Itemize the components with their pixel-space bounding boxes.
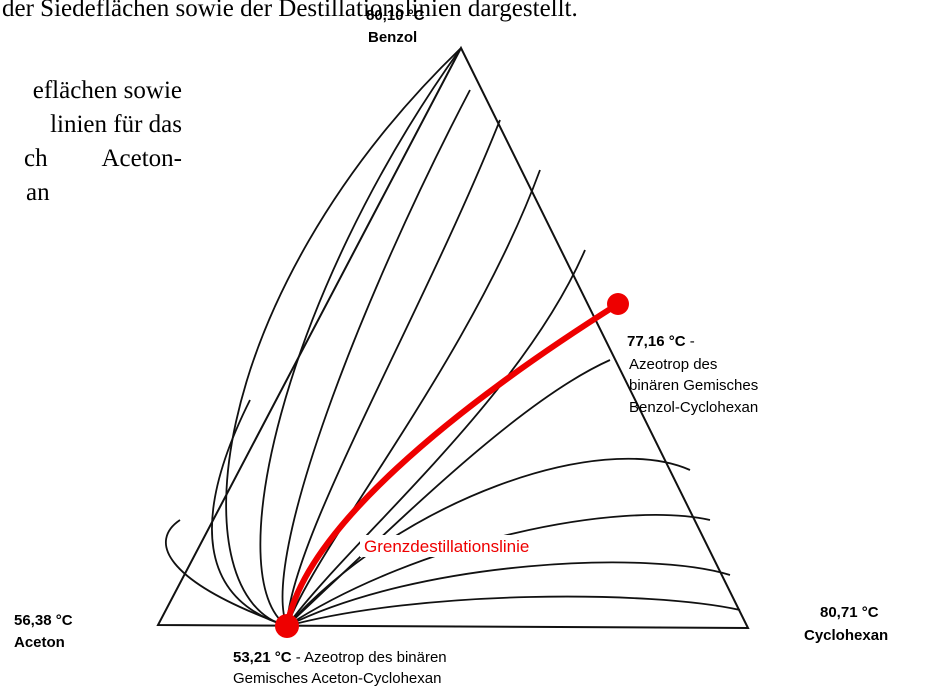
curve — [165, 519, 288, 627]
curve — [225, 47, 462, 627]
azeotrope-temperature: 53,21 °C — [233, 649, 292, 666]
azeotrope-text: Gemisches Aceton-Cyclohexan — [233, 670, 441, 687]
side-text: ch — [24, 145, 48, 172]
azeotrope-label: 53,21 °C - Azeotrop des binären — [233, 649, 447, 666]
side-text: eflächen sowie — [33, 77, 182, 104]
curve — [286, 359, 611, 627]
separator: - Azeotrop des binären — [292, 649, 447, 666]
curve — [286, 249, 586, 627]
vertex-name: Cyclohexan — [804, 627, 888, 644]
azeotrope-text: Azeotrop des — [629, 356, 717, 373]
header-text: der Siedeflächen sowie der Destillations… — [2, 0, 578, 22]
label-bg — [360, 535, 608, 557]
separator: - — [686, 333, 695, 350]
azeotrope-label: 77,16 °C - — [627, 333, 695, 350]
azeotrope-text: binären Gemisches — [629, 377, 758, 394]
triangle — [156, 45, 750, 630]
curve — [286, 457, 691, 627]
vertex-temperature: 80,10 °C — [366, 7, 425, 24]
vertex-temperature: 56,38 °C — [14, 612, 73, 629]
boundary-label: Grenzdestillationslinie — [364, 537, 529, 556]
curve — [286, 169, 541, 627]
curve — [211, 399, 288, 627]
curve — [286, 561, 731, 627]
side-text: Aceton- — [101, 145, 182, 172]
curve — [286, 514, 711, 627]
vertex-temperature: 80,71 °C — [820, 604, 879, 621]
residue-curves — [156, 45, 750, 630]
curve — [281, 89, 471, 627]
vertex-name: Benzol — [368, 29, 417, 46]
curve — [286, 595, 741, 627]
side-text: an — [26, 179, 50, 206]
azeotrope-point — [607, 293, 629, 315]
azeotrope-text: Benzol-Cyclohexan — [629, 399, 758, 416]
side-text: linien für das — [50, 111, 182, 138]
curve — [259, 47, 462, 627]
curve — [286, 119, 501, 627]
vertex-name: Aceton — [14, 634, 65, 651]
boundary-line — [284, 301, 620, 627]
azeotrope-temperature: 77,16 °C — [627, 333, 686, 350]
azeotrope-point — [275, 614, 299, 638]
